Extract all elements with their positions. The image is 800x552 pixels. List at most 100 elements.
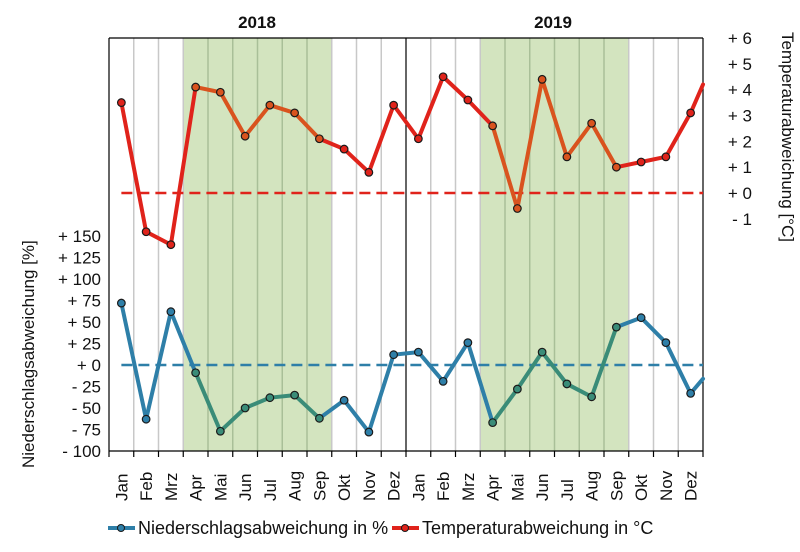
- series-segment: [564, 121, 594, 159]
- data-point: [166, 240, 176, 250]
- right-tick-label: + 4: [728, 81, 752, 100]
- right-tick-label: - 1: [732, 210, 752, 229]
- data-point: [636, 313, 646, 323]
- zero-reference-lines: [121, 191, 703, 367]
- left-tick-label: + 150: [58, 227, 101, 246]
- series-lines: [116, 72, 705, 437]
- series-segment: [515, 77, 545, 211]
- series-segment: [663, 340, 693, 396]
- data-point: [537, 347, 547, 357]
- data-point: [636, 157, 646, 167]
- data-point: [290, 108, 300, 118]
- data-point: [191, 368, 201, 378]
- data-point: [463, 338, 473, 348]
- x-tick-label: Jul: [261, 479, 280, 501]
- data-point: [389, 350, 399, 360]
- data-point: [290, 390, 300, 400]
- left-tick-label: + 0: [77, 356, 101, 375]
- series-segment: [193, 370, 223, 434]
- series-segment: [218, 90, 248, 139]
- series-segment: [490, 387, 520, 425]
- series-segment: [416, 74, 446, 141]
- data-point: [587, 392, 597, 402]
- series-segment: [119, 100, 149, 234]
- data-point: [413, 134, 423, 144]
- series-segment: [391, 103, 421, 141]
- x-tick-label: Okt: [335, 474, 354, 501]
- data-point: [537, 74, 547, 84]
- x-tick-label: Jan: [112, 474, 131, 501]
- data-point: [512, 384, 522, 394]
- series-segment: [243, 103, 272, 139]
- data-point: [314, 413, 324, 423]
- data-point: [438, 376, 448, 386]
- legend: Niederschlagsabweichung in % Temperatura…: [108, 518, 653, 538]
- series-segment: [589, 325, 619, 399]
- x-tick-label: Okt: [632, 474, 651, 501]
- data-point: [116, 98, 126, 107]
- data-point: [562, 379, 572, 389]
- x-tick-label: Feb: [434, 472, 453, 501]
- x-tick-label: Jun: [236, 474, 255, 501]
- legend-label-temperature: Temperaturabweichung in °C: [422, 518, 653, 538]
- year-label-2018: 2018: [238, 13, 276, 32]
- series-segment: [243, 395, 272, 410]
- series-segment: [564, 381, 594, 399]
- data-point: [463, 95, 473, 105]
- data-point: [512, 204, 522, 213]
- series-segment: [292, 110, 322, 141]
- left-tick-label: + 100: [58, 270, 101, 289]
- x-tick-label: Feb: [137, 472, 156, 501]
- left-tick-label: + 50: [67, 313, 101, 332]
- year-label-2019: 2019: [534, 13, 572, 32]
- series-segment: [119, 301, 149, 422]
- data-point: [314, 134, 324, 144]
- data-point: [191, 82, 201, 92]
- x-tick-label: Apr: [187, 474, 206, 501]
- data-point: [240, 131, 250, 141]
- left-tick-label: + 125: [58, 249, 101, 268]
- data-point: [438, 72, 448, 82]
- data-point: [587, 118, 597, 128]
- data-point: [339, 144, 349, 154]
- data-point: [215, 426, 225, 436]
- left-tick-label: - 75: [72, 421, 101, 440]
- x-tick-label: Mai: [508, 474, 527, 501]
- x-tick-label: Sep: [310, 471, 329, 501]
- series-segment: [342, 398, 371, 435]
- data-point: [611, 162, 621, 172]
- series-segment: [218, 406, 248, 434]
- series-segment: [416, 350, 446, 384]
- data-point: [215, 87, 225, 97]
- data-point: [240, 403, 250, 413]
- series-segment: [441, 74, 470, 102]
- data-point: [364, 167, 374, 177]
- series-segment: [317, 136, 347, 152]
- legend-entry-precipitation: Niederschlagsabweichung in %: [108, 518, 388, 538]
- data-point: [364, 427, 374, 437]
- x-tick-label: Jun: [533, 474, 552, 501]
- x-tick-label: Nov: [360, 470, 379, 501]
- left-axis-title: Niederschlagsabweichung [%]: [19, 240, 38, 468]
- data-point: [166, 307, 176, 317]
- series-segment: [144, 229, 173, 247]
- data-point: [339, 395, 349, 405]
- x-tick-label: Dez: [385, 471, 404, 501]
- series-segment: [441, 340, 470, 384]
- series-segment: [465, 98, 495, 128]
- series-segment: [168, 85, 198, 247]
- data-point: [661, 152, 671, 162]
- right-tick-label: + 2: [728, 132, 752, 151]
- series-segment: [342, 147, 371, 175]
- series-segment: [292, 393, 322, 421]
- x-tick-label: Jul: [558, 479, 577, 501]
- data-point: [661, 338, 671, 348]
- data-point: [686, 108, 696, 118]
- left-tick-label: - 50: [72, 399, 101, 418]
- x-tick-label: Aug: [583, 471, 602, 501]
- series-segment: [168, 309, 198, 375]
- data-point: [488, 121, 498, 131]
- left-tick-label: - 100: [62, 442, 101, 461]
- data-point: [265, 100, 275, 110]
